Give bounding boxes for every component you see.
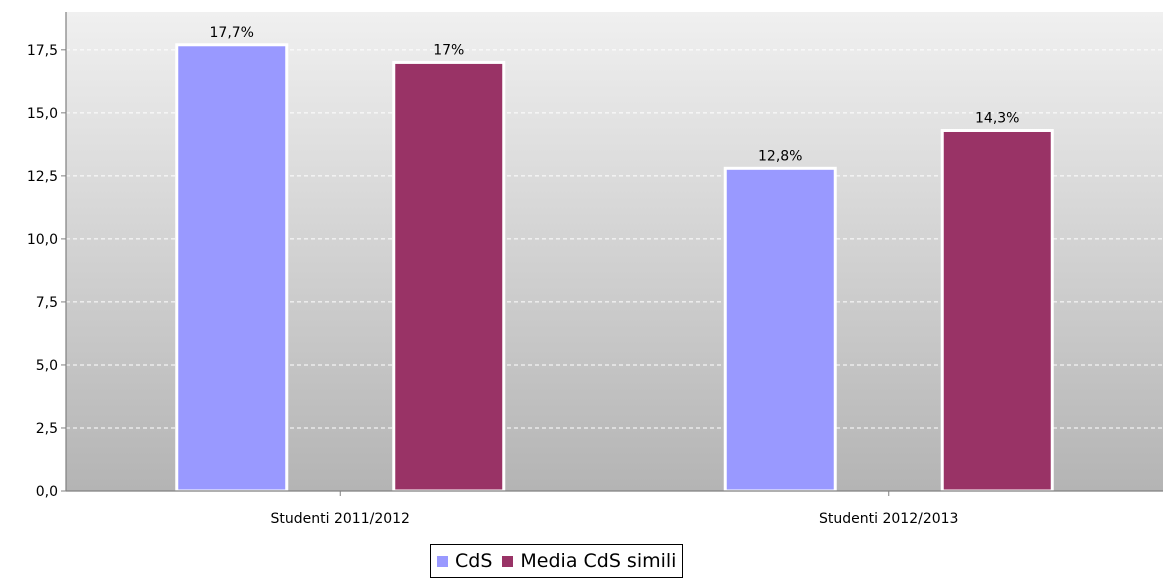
bar [175, 43, 289, 493]
x-category-label: Studenti 2011/2012 [271, 511, 410, 527]
axes [61, 12, 1163, 496]
bar [723, 166, 837, 493]
legend-item-cds: CdS [437, 550, 492, 572]
data-label: 17,7% [210, 25, 254, 41]
x-category-label: Studenti 2012/2013 [819, 511, 958, 527]
legend-item-media-cds-simili: Media CdS simili [502, 550, 676, 572]
y-tick-label: 7,5 [36, 295, 58, 311]
bars [175, 43, 1054, 493]
labels: 0,0 2,5 5,0 7,5 10,0 12,5 15,0 17,5 17,7% 17% Stud… [27, 25, 1020, 527]
y-tick-label: 12,5 [27, 169, 58, 185]
y-tick-label: 17,5 [27, 43, 58, 59]
y-tick-label: 0,0 [36, 484, 58, 500]
bar [940, 128, 1054, 493]
y-tick-label: 10,0 [27, 232, 58, 248]
y-tick-label: 5,0 [36, 358, 58, 374]
y-tick-label: 2,5 [36, 421, 58, 437]
legend-label-media-cds-simili: Media CdS simili [520, 550, 677, 572]
legend: CdS Media CdS simili [430, 544, 684, 578]
data-label: 17% [433, 42, 464, 58]
bar-chart: 0,0 2,5 5,0 7,5 10,0 12,5 15,0 17,5 17,7% 17% Stud… [27, 12, 1163, 527]
legend-swatch-cds [437, 555, 448, 567]
bar [392, 60, 506, 493]
legend-label-cds: CdS [455, 550, 493, 572]
data-label: 12,8% [758, 148, 802, 164]
data-label: 14,3% [975, 110, 1019, 126]
legend-swatch-media-cds-simili [502, 555, 514, 567]
y-tick-label: 15,0 [27, 106, 58, 122]
